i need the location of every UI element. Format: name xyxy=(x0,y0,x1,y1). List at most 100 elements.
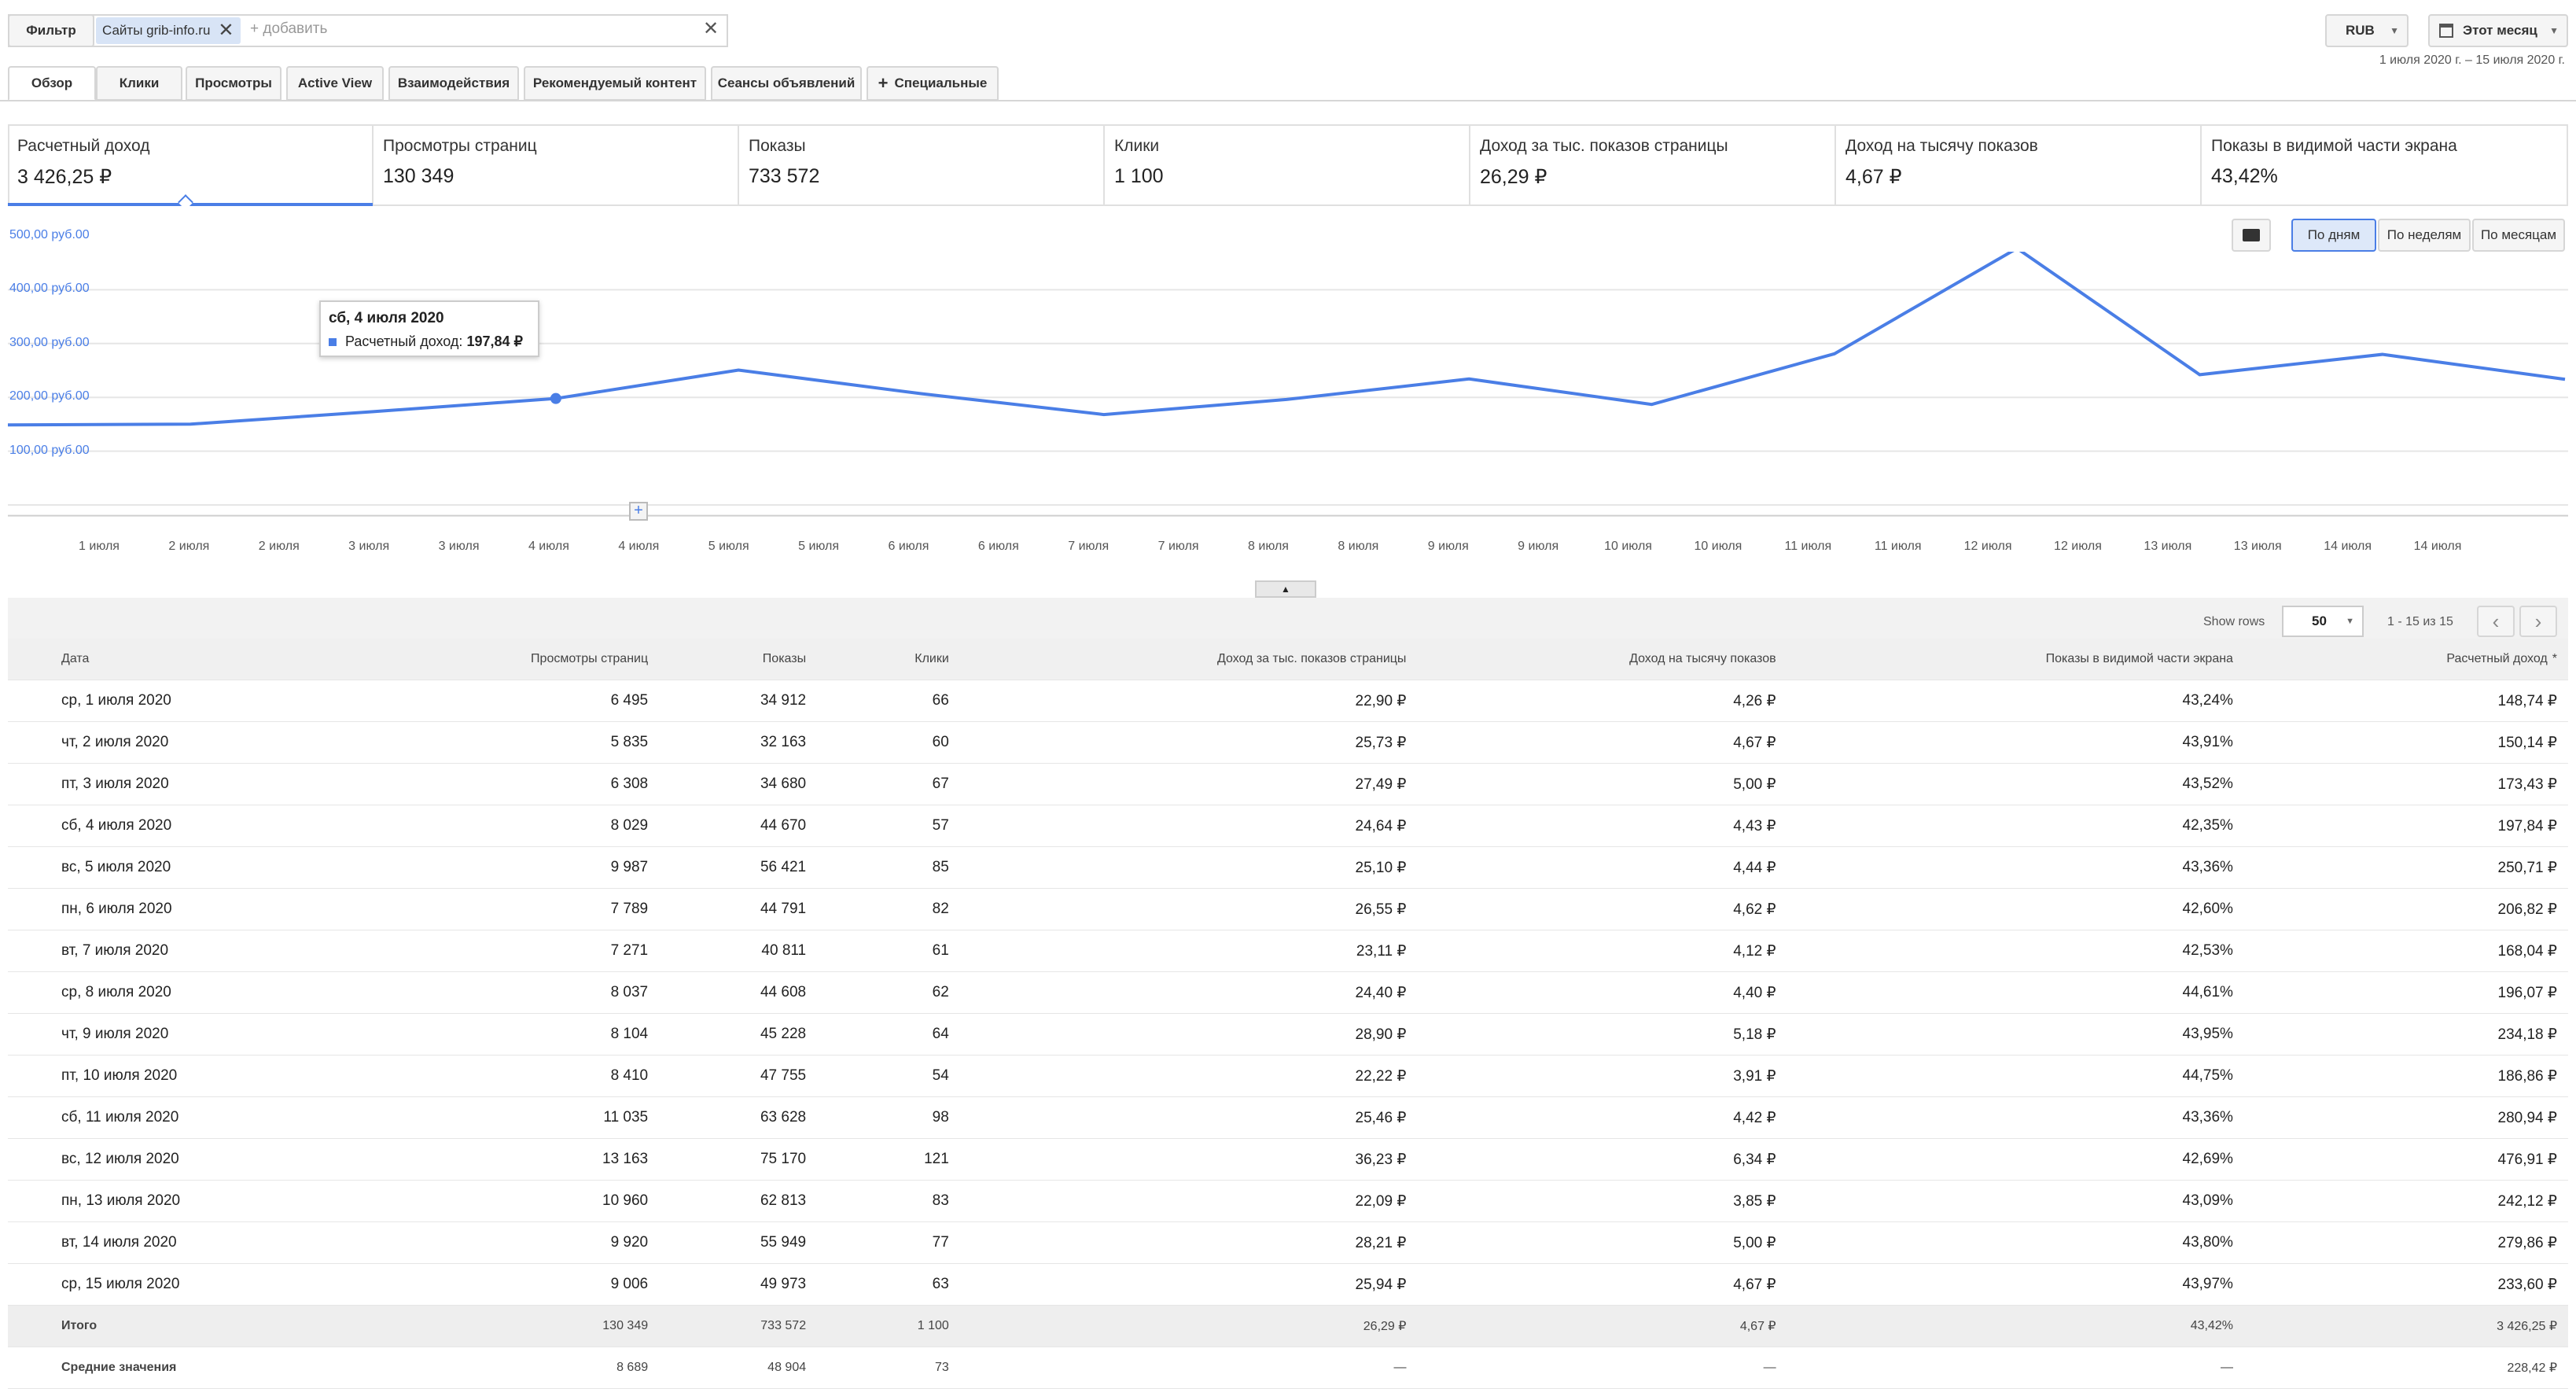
x-tick-label: 6 июля xyxy=(888,540,929,554)
table-cell: сб, 11 июля 2020 xyxy=(8,1097,348,1139)
collapse-chart-button[interactable]: ▲ xyxy=(1255,580,1316,598)
table-cell: 8 037 xyxy=(348,972,659,1014)
table-cell: 61 xyxy=(817,930,960,972)
tab-recommended-content[interactable]: Рекомендуемый контент xyxy=(524,66,706,101)
table-cell: 150,14 ₽ xyxy=(2244,722,2568,764)
table-cell: 26,55 ₽ xyxy=(960,889,1418,930)
filter-button[interactable]: Фильтр xyxy=(8,14,94,47)
total-cell: 4,67 ₽ xyxy=(1417,1306,1787,1347)
col-viewability[interactable]: Показы в видимой части экрана xyxy=(1787,639,2244,680)
tab-overview[interactable]: Обзор xyxy=(8,66,96,101)
average-cell: 48 904 xyxy=(659,1347,817,1389)
table-cell: 3,85 ₽ xyxy=(1417,1181,1787,1222)
by-day-button[interactable]: По дням xyxy=(2291,219,2376,252)
table-cell: 62 xyxy=(817,972,960,1014)
table-cell: 9 920 xyxy=(348,1222,659,1264)
table-cell: 32 163 xyxy=(659,722,817,764)
tab-ad-sessions[interactable]: Сеансы объявлений xyxy=(711,66,862,101)
card-value: 3 426,25 ₽ xyxy=(17,165,112,189)
card-label: Показы xyxy=(749,137,806,156)
table-cell: 24,64 ₽ xyxy=(960,805,1418,847)
total-cell: 26,29 ₽ xyxy=(960,1306,1418,1347)
table-cell: 4,12 ₽ xyxy=(1417,930,1787,972)
table-cell: 11 035 xyxy=(348,1097,659,1139)
by-week-button[interactable]: По неделям xyxy=(2378,219,2471,252)
comment-icon xyxy=(2243,229,2260,241)
table-cell: 196,07 ₽ xyxy=(2244,972,2568,1014)
x-tick-label: 2 июля xyxy=(259,540,300,554)
average-cell: 228,42 ₽ xyxy=(2244,1347,2568,1389)
table-cell: вт, 7 июля 2020 xyxy=(8,930,348,972)
x-tick-label: 12 июля xyxy=(1964,540,2012,554)
revenue-line-chart[interactable] xyxy=(0,252,2576,543)
x-tick-label: 10 июля xyxy=(1604,540,1652,554)
tooltip-swatch xyxy=(329,338,337,346)
annotations-button[interactable] xyxy=(2232,219,2271,252)
col-clicks[interactable]: Клики xyxy=(817,639,960,680)
tabs-divider xyxy=(0,100,2576,101)
total-cell: 130 349 xyxy=(348,1306,659,1347)
col-estimated-revenue[interactable]: Расчетный доход* xyxy=(2244,639,2568,680)
x-tick-label: 11 июля xyxy=(1875,540,1922,554)
card-impressions[interactable]: Показы 733 572 xyxy=(739,124,1105,206)
card-value: 733 572 xyxy=(749,165,819,188)
x-tick-label: 3 июля xyxy=(348,540,389,554)
col-impression-rpm[interactable]: Доход на тысячу показов xyxy=(1417,639,1787,680)
table-cell: 25,10 ₽ xyxy=(960,847,1418,889)
table-cell: 25,94 ₽ xyxy=(960,1264,1418,1306)
table-cell: ср, 1 июля 2020 xyxy=(8,680,348,722)
table-cell: сб, 4 июля 2020 xyxy=(8,805,348,847)
table-cell: 23,11 ₽ xyxy=(960,930,1418,972)
tab-active-view[interactable]: Active View xyxy=(286,66,384,101)
tab-interactions[interactable]: Взаимодействия xyxy=(388,66,519,101)
add-filter-input[interactable]: + добавить xyxy=(250,20,327,38)
col-impressions[interactable]: Показы xyxy=(659,639,817,680)
prev-page-button[interactable]: ‹ xyxy=(2477,606,2515,637)
close-icon[interactable]: ✕ xyxy=(218,21,234,40)
col-date[interactable]: Дата xyxy=(8,639,348,680)
total-cell: 43,42% xyxy=(1787,1306,2244,1347)
table-cell: 168,04 ₽ xyxy=(2244,930,2568,972)
data-point[interactable] xyxy=(550,393,561,404)
column-header-label: Доход за тыс. показов страницы xyxy=(1217,652,1406,665)
table-cell: 56 421 xyxy=(659,847,817,889)
filter-chip[interactable]: Сайты grib-info.ru ✕ xyxy=(96,17,241,44)
col-page-rpm[interactable]: Доход за тыс. показов страницы xyxy=(960,639,1418,680)
table-cell: 85 xyxy=(817,847,960,889)
table-cell: 4,42 ₽ xyxy=(1417,1097,1787,1139)
tooltip-series: Расчетный доход: xyxy=(345,333,462,349)
add-annotation-icon[interactable]: + xyxy=(629,502,648,521)
table-cell: 43,91% xyxy=(1787,722,2244,764)
col-page-views[interactable]: Просмотры страниц xyxy=(348,639,659,680)
rows-per-page-select[interactable]: 50 ▼ xyxy=(2282,606,2364,637)
x-tick-label: 10 июля xyxy=(1695,540,1742,554)
column-header-label: Дата xyxy=(61,652,89,665)
table-cell: 5,00 ₽ xyxy=(1417,1222,1787,1264)
card-value: 130 349 xyxy=(383,165,454,188)
by-month-button[interactable]: По месяцам xyxy=(2472,219,2565,252)
table-cell: 44 791 xyxy=(659,889,817,930)
tab-custom[interactable]: +Специальные xyxy=(867,66,999,101)
x-tick-label: 6 июля xyxy=(978,540,1019,554)
next-page-button[interactable]: › xyxy=(2519,606,2557,637)
currency-select[interactable]: RUB ▼ xyxy=(2325,14,2409,47)
period-select[interactable]: Этот месяц ▼ xyxy=(2428,14,2568,47)
table-cell: 5 835 xyxy=(348,722,659,764)
tab-views[interactable]: Просмотры xyxy=(186,66,282,101)
clear-filter-icon[interactable]: ✕ xyxy=(703,17,719,40)
tab-clicks[interactable]: Клики xyxy=(96,66,182,101)
x-tick-label: 9 июля xyxy=(1518,540,1558,554)
card-label: Доход за тыс. показов страницы xyxy=(1480,137,1728,156)
